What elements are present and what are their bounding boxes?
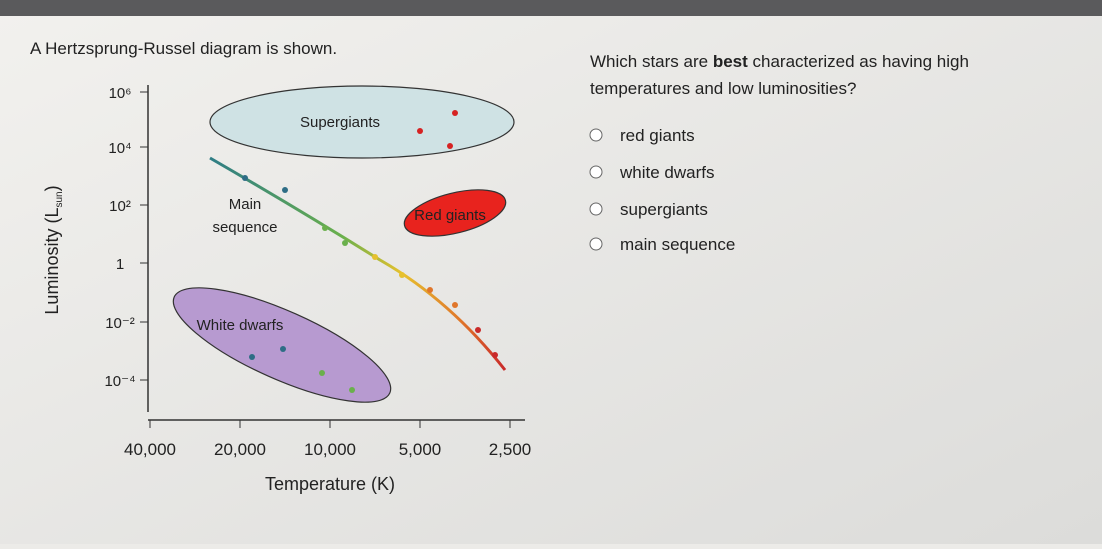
radio-button[interactable] (589, 237, 603, 251)
main-sequence-label: sequence (212, 219, 277, 236)
options: red giants white dwarfs supergiants main se… (589, 126, 735, 254)
white-dwarfs-region (172, 287, 392, 403)
star (452, 110, 458, 116)
option-label[interactable]: white dwarfs (619, 163, 714, 182)
y-axis-label-sub: sun (54, 191, 65, 207)
supergiants-label: Supergiants (300, 114, 380, 131)
y-tick-label: 10⁶ (109, 85, 132, 102)
radio-button[interactable] (589, 128, 603, 142)
x-tick-label: 5,000 (399, 440, 442, 459)
y-tick-label: 10⁻⁴ (104, 373, 135, 390)
red-giants-label: Red giants (414, 207, 486, 224)
option-label[interactable]: supergiants (620, 200, 708, 219)
question-text: Which stars are (590, 52, 713, 71)
option-label[interactable]: main sequence (620, 235, 735, 254)
radio-button[interactable] (589, 202, 603, 216)
y-tick-label: 10² (109, 198, 131, 215)
x-axis-label: Temperature (K) (265, 474, 395, 494)
x-tick-label: 40,000 (124, 440, 176, 459)
star (427, 287, 433, 293)
y-axis-label-text: Luminosity (L (42, 208, 62, 315)
x-ticks: 40,000 20,000 10,000 5,000 2,500 (124, 420, 531, 459)
x-tick-label: 10,000 (304, 440, 356, 459)
star (342, 240, 348, 246)
y-tick-label: 1 (116, 256, 124, 273)
x-tick-label: 20,000 (214, 440, 266, 459)
star (319, 370, 325, 376)
main-sequence-label: Main (229, 196, 262, 213)
star (349, 387, 355, 393)
star (417, 128, 423, 134)
star (447, 143, 453, 149)
left-prompt: A Hertzsprung-Russel diagram is shown. (30, 39, 337, 58)
y-axis-label: Luminosity (Lsun) (42, 185, 65, 314)
white-dwarfs-label: White dwarfs (197, 317, 284, 334)
radio-button[interactable] (589, 165, 603, 179)
question-text: characterized as having high (748, 52, 969, 71)
main-sequence-line (209, 156, 507, 371)
star (322, 225, 328, 231)
star (242, 175, 248, 181)
y-tick-label: 10⁴ (108, 140, 131, 157)
star (282, 187, 288, 193)
question-line2: temperatures and low luminosities? (590, 79, 856, 98)
star (452, 302, 458, 308)
y-tick-label: 10⁻² (105, 315, 135, 332)
top-bar (0, 0, 1102, 16)
red-giants-region (403, 189, 507, 237)
star (372, 254, 378, 260)
x-tick-label: 2,500 (489, 440, 532, 459)
star (492, 352, 498, 358)
star (399, 272, 405, 278)
y-ticks: 10⁶ 10⁴ 10² 1 10⁻² 10⁻⁴ (104, 85, 148, 390)
star (249, 354, 255, 360)
option-label[interactable]: red giants (620, 126, 695, 145)
star (280, 346, 286, 352)
star (475, 327, 481, 333)
y-axis-label-close: ) (42, 185, 62, 191)
question: Which stars are best characterized as ha… (590, 52, 969, 71)
supergiants-region (209, 85, 515, 159)
question-emphasis: best (713, 52, 748, 71)
